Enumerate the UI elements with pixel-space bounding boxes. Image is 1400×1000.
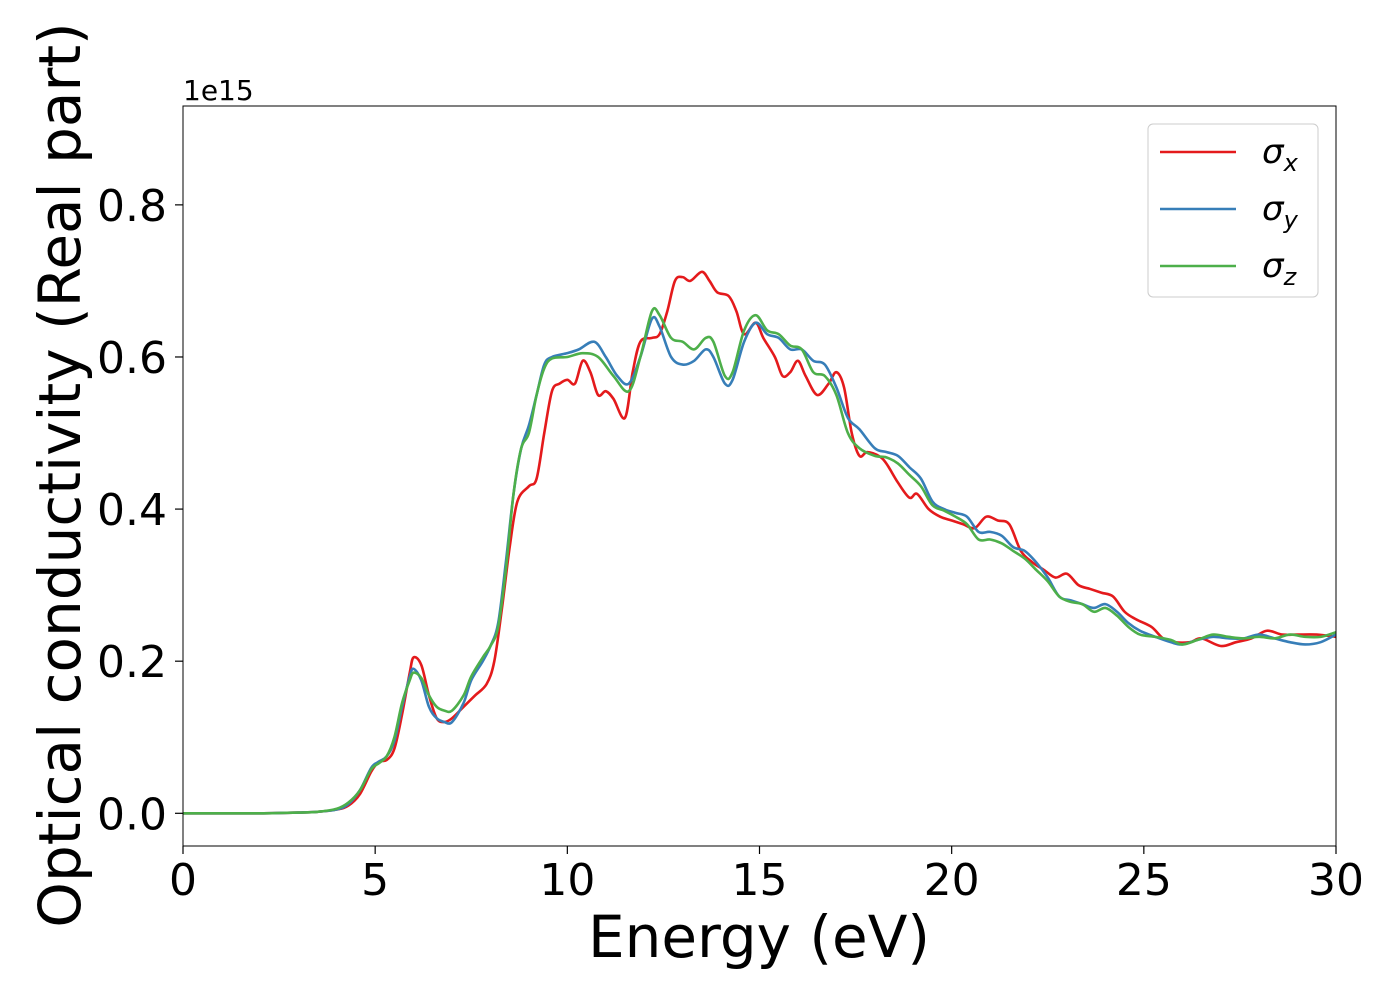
y-axis-offset-label: 1e15	[183, 74, 254, 107]
y-tick-label: 0.4	[97, 485, 167, 536]
y-tick-label: 0.6	[97, 333, 167, 384]
y-axis-ticks: 0.0 0.2 0.4 0.6 0.8	[97, 181, 183, 840]
y-tick-label: 0.0	[97, 789, 167, 840]
x-tick-label: 15	[732, 855, 788, 906]
series-line-z	[183, 307, 1336, 815]
x-tick-label: 0	[169, 855, 197, 906]
series-line-y	[183, 315, 1336, 815]
series-layer	[183, 270, 1336, 815]
legend-label-x: σx	[1262, 132, 1299, 177]
y-tick-label: 0.2	[97, 637, 167, 688]
legend: σx σy σz	[1147, 123, 1319, 298]
y-tick-label: 0.8	[97, 181, 167, 232]
y-axis-label: Optical conductivity (Real part)	[26, 22, 94, 927]
legend-label-y: σy	[1262, 189, 1299, 234]
x-tick-label: 5	[361, 855, 389, 906]
legend-label-z: σz	[1262, 246, 1298, 291]
x-tick-label: 10	[539, 855, 595, 906]
x-tick-label: 25	[1116, 855, 1172, 906]
x-axis-label: Energy (eV)	[588, 903, 930, 971]
legend-box	[1147, 123, 1319, 298]
x-tick-label: 20	[924, 855, 980, 906]
x-axis-ticks: 0 5 10 15 20 25 30	[169, 846, 1364, 906]
x-tick-label: 30	[1308, 855, 1364, 906]
